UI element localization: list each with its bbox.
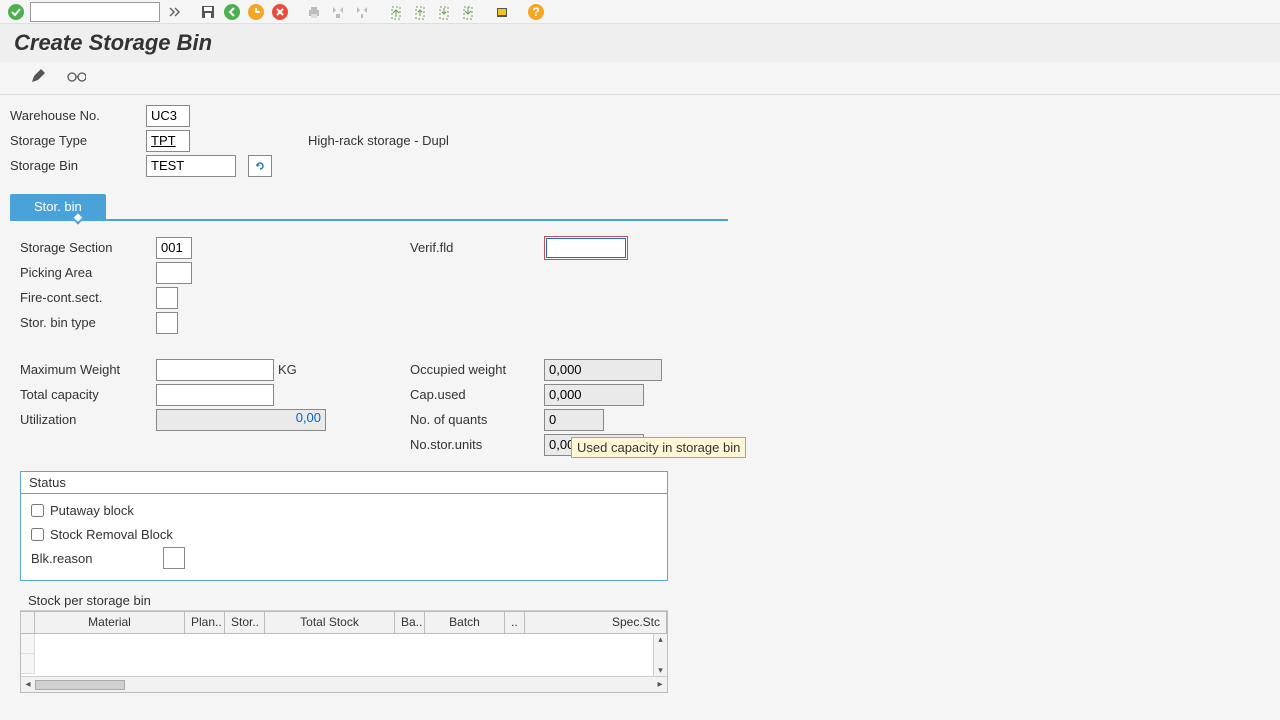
next-page-icon[interactable] bbox=[434, 2, 454, 22]
scroll-up-icon[interactable]: ▴ bbox=[658, 634, 663, 645]
no-quants-value bbox=[544, 409, 604, 431]
status-box: Status Putaway block Stock Removal Block… bbox=[20, 471, 668, 581]
find-icon[interactable] bbox=[328, 2, 348, 22]
col-dot[interactable]: .. bbox=[505, 612, 525, 633]
col-stor[interactable]: Stor.. bbox=[225, 612, 265, 633]
occ-weight-value bbox=[544, 359, 662, 381]
header-fields: Warehouse No. Storage Type High-rack sto… bbox=[0, 95, 1280, 190]
scroll-thumb[interactable] bbox=[35, 680, 125, 690]
last-page-icon[interactable] bbox=[458, 2, 478, 22]
col-spec[interactable]: Spec.Stc bbox=[525, 612, 667, 633]
verif-focus bbox=[544, 236, 628, 260]
util-value: 0,00 bbox=[156, 409, 326, 431]
total-cap-label: Total capacity bbox=[20, 387, 156, 402]
column-headers: Material Plan.. Stor.. Total Stock Ba.. … bbox=[21, 612, 667, 634]
picking-area-label: Picking Area bbox=[20, 265, 156, 280]
scroll-down-icon[interactable]: ▾ bbox=[658, 665, 663, 676]
page-title: Create Storage Bin bbox=[14, 30, 1266, 56]
col-material[interactable]: Material bbox=[35, 612, 185, 633]
tab-stor-bin[interactable]: Stor. bin bbox=[10, 194, 106, 219]
stock-grid: Material Plan.. Stor.. Total Stock Ba.. … bbox=[20, 611, 668, 693]
back-icon[interactable] bbox=[222, 2, 242, 22]
find-next-icon[interactable] bbox=[352, 2, 372, 22]
col-ba[interactable]: Ba.. bbox=[395, 612, 425, 633]
form-area: Storage Section Picking Area Fire-cont.s… bbox=[0, 221, 1280, 463]
first-page-icon[interactable] bbox=[386, 2, 406, 22]
grid-body: ▴ ▾ bbox=[21, 634, 667, 676]
main-toolbar: ? bbox=[0, 0, 1280, 24]
storage-section-label: Storage Section bbox=[20, 240, 156, 255]
col-total[interactable]: Total Stock bbox=[265, 612, 395, 633]
blk-label: Blk.reason bbox=[31, 551, 163, 566]
putaway-checkbox[interactable] bbox=[31, 504, 44, 517]
removal-label: Stock Removal Block bbox=[50, 527, 173, 542]
bin-type-input[interactable] bbox=[156, 312, 178, 334]
cancel-icon[interactable] bbox=[270, 2, 290, 22]
max-weight-input[interactable] bbox=[156, 359, 274, 381]
horizontal-scrollbar[interactable]: ◂ ▸ bbox=[21, 676, 667, 692]
vertical-scrollbar[interactable]: ▴ ▾ bbox=[653, 634, 667, 676]
command-field[interactable] bbox=[30, 2, 160, 22]
occ-weight-label: Occupied weight bbox=[410, 362, 544, 377]
stock-title: Stock per storage bin bbox=[20, 591, 668, 611]
col-plant[interactable]: Plan.. bbox=[185, 612, 225, 633]
edit-icon[interactable] bbox=[28, 66, 48, 86]
new-session-icon[interactable] bbox=[492, 2, 512, 22]
blk-input[interactable] bbox=[163, 547, 185, 569]
warehouse-label: Warehouse No. bbox=[10, 108, 146, 123]
print-icon[interactable] bbox=[304, 2, 324, 22]
tooltip: Used capacity in storage bin bbox=[571, 437, 746, 458]
verif-label: Verif.fld bbox=[410, 240, 544, 255]
tab-strip: Stor. bin bbox=[10, 194, 1270, 221]
exit-icon[interactable] bbox=[246, 2, 266, 22]
scroll-right-icon[interactable]: ▸ bbox=[653, 678, 667, 692]
fire-input[interactable] bbox=[156, 287, 178, 309]
scroll-left-icon[interactable]: ◂ bbox=[21, 678, 35, 692]
storage-section-input[interactable] bbox=[156, 237, 192, 259]
col-batch[interactable]: Batch bbox=[425, 612, 505, 633]
refresh-button[interactable] bbox=[248, 155, 272, 177]
putaway-label: Putaway block bbox=[50, 503, 134, 518]
no-stor-label: No.stor.units bbox=[410, 437, 544, 452]
cap-used-label: Cap.used bbox=[410, 387, 544, 402]
max-weight-label: Maximum Weight bbox=[20, 362, 156, 377]
verif-input[interactable] bbox=[546, 238, 626, 258]
picking-area-input[interactable] bbox=[156, 262, 192, 284]
util-label: Utilization bbox=[20, 412, 156, 427]
sub-toolbar bbox=[0, 62, 1280, 95]
row-handle[interactable] bbox=[21, 634, 35, 654]
help-icon[interactable]: ? bbox=[526, 2, 546, 22]
cap-used-value bbox=[544, 384, 644, 406]
storage-type-label: Storage Type bbox=[10, 133, 146, 148]
save-icon[interactable] bbox=[198, 2, 218, 22]
glasses-icon[interactable] bbox=[66, 66, 86, 86]
storage-type-desc: High-rack storage - Dupl bbox=[308, 133, 449, 148]
max-weight-unit: KG bbox=[278, 362, 297, 377]
warehouse-input[interactable] bbox=[146, 105, 190, 127]
stock-box: Stock per storage bin Material Plan.. St… bbox=[20, 591, 668, 693]
title-bar: Create Storage Bin bbox=[0, 24, 1280, 62]
row-handle[interactable] bbox=[21, 654, 35, 674]
no-quants-label: No. of quants bbox=[410, 412, 544, 427]
removal-checkbox[interactable] bbox=[31, 528, 44, 541]
total-cap-input[interactable] bbox=[156, 384, 274, 406]
status-title: Status bbox=[21, 472, 667, 494]
bin-type-label: Stor. bin type bbox=[20, 315, 156, 330]
storage-type-input[interactable] bbox=[146, 130, 190, 152]
fire-label: Fire-cont.sect. bbox=[20, 290, 156, 305]
dropdown-icon[interactable] bbox=[164, 2, 184, 22]
storage-bin-input[interactable] bbox=[146, 155, 236, 177]
prev-page-icon[interactable] bbox=[410, 2, 430, 22]
enter-icon[interactable] bbox=[6, 2, 26, 22]
svg-text:?: ? bbox=[532, 5, 539, 19]
storage-bin-label: Storage Bin bbox=[10, 158, 146, 173]
